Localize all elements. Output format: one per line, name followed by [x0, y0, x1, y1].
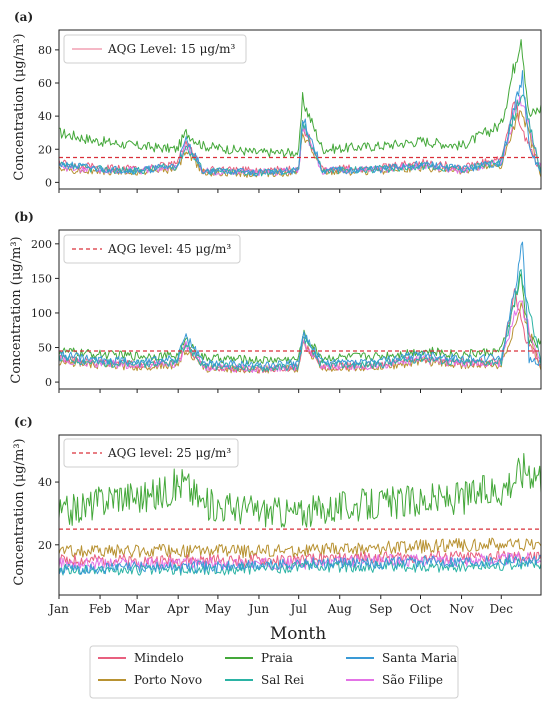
- x-tick-label-nov: Nov: [449, 602, 474, 616]
- series-layer-a: [58, 39, 542, 178]
- y-tick-label-a: 40: [38, 110, 52, 123]
- y-tick-label-a: 0: [45, 176, 52, 189]
- y-tick-label-b: 150: [31, 272, 52, 285]
- series-layer-b: [58, 241, 542, 374]
- series-line-santa-maria-b: [58, 241, 542, 369]
- panel-label-c: (c): [14, 415, 33, 429]
- legend-label: Sal Rei: [261, 673, 304, 687]
- series-line-mindelo-a: [58, 101, 542, 175]
- series-line-porto-novo-c: [58, 537, 542, 559]
- x-tick-label-dec: Dec: [490, 602, 514, 616]
- panel-label-b: (b): [14, 210, 34, 224]
- y-tick-label-c: 20: [38, 539, 52, 552]
- threshold-legend-label-c: AQG level: 25 μg/m³: [107, 446, 231, 460]
- axes-frame-b: [58, 229, 542, 390]
- ylabel-a: Concentration (μg/m³): [12, 33, 27, 180]
- x-tick-label-jul: Jul: [288, 602, 307, 616]
- ylabel-c: Concentration (μg/m³): [12, 438, 27, 585]
- y-tick-label-a: 80: [38, 44, 52, 57]
- threshold-legend-label-a: AQG Level: 15 μg/m³: [107, 42, 236, 56]
- x-tick-label-may: May: [205, 602, 231, 616]
- y-tick-label-b: 0: [45, 376, 52, 389]
- legend-label: São Filipe: [382, 673, 443, 687]
- ylabel-b: Concentration (μg/m³): [9, 236, 24, 383]
- threshold-legend-a: AQG Level: 15 μg/m³: [63, 34, 247, 64]
- legend-label: Praia: [261, 651, 293, 665]
- series-layer-c: [58, 453, 542, 576]
- x-tick-label-jun: Jun: [247, 602, 270, 616]
- series-line-santa-maria-a: [58, 70, 542, 177]
- series-legend-entries: Mindelo Praia Santa Maria Porto Novo Sal Rei…: [98, 651, 457, 687]
- x-tick-labels: Jan Feb Mar Apr May Jun Jul Aug Sep Oct Nov Dec: [47, 602, 513, 616]
- x-tick-label-apr: Apr: [166, 602, 189, 616]
- legend-label: Porto Novo: [134, 673, 202, 687]
- panel-label-a: (a): [14, 10, 33, 24]
- legend-entry-mindelo: Mindelo: [98, 651, 184, 665]
- y-tick-label-b: 50: [38, 342, 52, 355]
- series-line-praia-a: [58, 39, 542, 158]
- legend-entry-sao-filipe: São Filipe: [346, 673, 443, 687]
- legend-entry-santa-maria: Santa Maria: [346, 651, 457, 665]
- legend-label: Santa Maria: [382, 651, 457, 665]
- series-line-praia-c: [58, 453, 542, 528]
- x-tick-label-mar: Mar: [125, 602, 150, 616]
- series-legend: Mindelo Praia Santa Maria Porto Novo Sal Rei…: [89, 645, 459, 699]
- legend-entry-sal-rei: Sal Rei: [225, 673, 304, 687]
- y-tick-label-b: 200: [31, 238, 52, 251]
- axes-frame-c: [58, 434, 542, 596]
- x-tick-label-oct: Oct: [410, 602, 432, 616]
- panel-a: (a) Concentration (μg/m³) 0 20 40 60 80 AQG …: [12, 10, 542, 193]
- panel-b: (b) Concentration (μg/m³) 0 50 100 150 200 A…: [9, 210, 542, 393]
- x-tick-label-aug: Aug: [327, 602, 352, 616]
- x-tick-label-sep: Sep: [369, 602, 392, 616]
- x-axis-label: Month: [270, 624, 326, 644]
- x-tick-label-feb: Feb: [89, 602, 112, 616]
- ticks-b: 0 50 100 150 200: [31, 238, 502, 393]
- threshold-legend-label-b: AQG level: 45 μg/m³: [107, 242, 231, 256]
- y-tick-label-a: 20: [38, 143, 52, 156]
- legend-label: Mindelo: [134, 651, 184, 665]
- series-line-santa-maria-c: [58, 554, 542, 575]
- series-line-praia-b: [58, 273, 542, 365]
- axes-frame-a: [58, 29, 542, 190]
- threshold-legend-c: AQG level: 25 μg/m³: [63, 438, 239, 468]
- x-tick-label-jan: Jan: [47, 602, 69, 616]
- y-tick-label-c: 40: [38, 476, 52, 489]
- threshold-legend-b: AQG level: 45 μg/m³: [63, 234, 241, 264]
- y-tick-label-a: 60: [38, 77, 52, 90]
- legend-entry-porto-novo: Porto Novo: [98, 673, 202, 687]
- legend-entry-praia: Praia: [225, 651, 293, 665]
- ticks-a: 0 20 40 60 80: [38, 44, 502, 193]
- y-tick-label-b: 100: [31, 307, 52, 320]
